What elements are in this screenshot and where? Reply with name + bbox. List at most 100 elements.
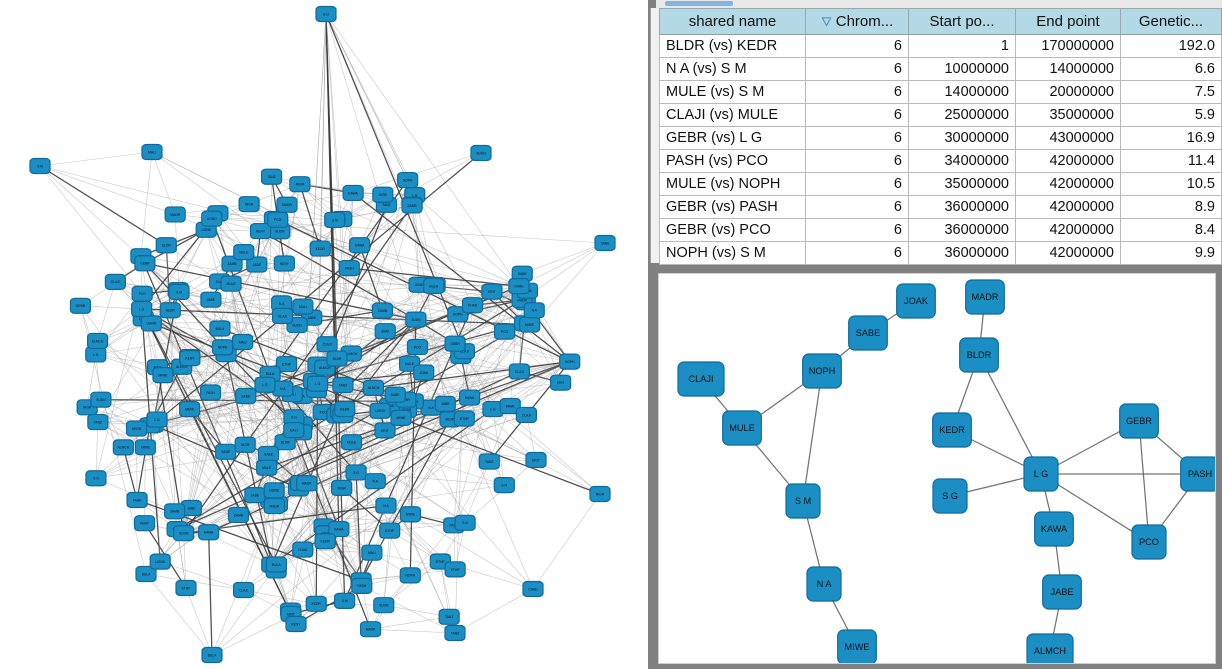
full-network-node[interactable]: NIGR [234, 436, 256, 453]
cell-chromosome[interactable]: 6 [806, 219, 909, 242]
full-network-node[interactable]: NOPH [397, 171, 419, 189]
full-network-node[interactable]: CHAD [461, 297, 484, 314]
full-network-node[interactable]: BULA [423, 277, 445, 295]
full-network-node[interactable]: CLAJI [104, 273, 126, 290]
full-network-node[interactable]: TANZ [87, 413, 109, 431]
full-network-node[interactable]: KAWA [349, 237, 371, 254]
table-row[interactable]: GEBR (vs) PCO 6 36000000 42000000 8.4 [659, 219, 1222, 242]
cell-start-point[interactable]: 10000000 [909, 58, 1016, 81]
cell-start-point[interactable]: 36000000 [909, 196, 1016, 219]
full-network-node[interactable]: TANZ [260, 168, 283, 185]
full-network-node[interactable]: SUDN [405, 311, 427, 328]
full-network-node[interactable]: NOPH [211, 339, 234, 356]
cell-end-point[interactable]: 43000000 [1016, 127, 1121, 150]
full-network-node[interactable]: S G [85, 470, 107, 487]
table-body[interactable]: BLDR (vs) KEDR 6 1 170000000 192.0 N A (vs) S… [659, 35, 1222, 265]
full-network-node[interactable]: CLAJI [271, 307, 294, 324]
cell-shared-name[interactable]: PASH (vs) PCO [659, 150, 806, 173]
full-network-node[interactable]: PCO [493, 323, 516, 340]
subnetwork-canvas[interactable]: CLAJI MULE NOPH SABE JOAK S M N A MIWE MADR BLDR K… [659, 274, 1215, 663]
full-network-node[interactable]: ZAMB [401, 197, 423, 214]
full-network-node[interactable]: UGND [140, 315, 162, 332]
full-network-node[interactable]: ETHP [175, 579, 197, 597]
cell-chromosome[interactable]: 6 [806, 242, 909, 265]
table-row[interactable]: MULE (vs) S M 6 14000000 20000000 7.5 [659, 81, 1222, 104]
full-network-node[interactable]: S G [454, 514, 476, 531]
cell-end-point[interactable]: 170000000 [1016, 35, 1121, 58]
subnetwork-node[interactable]: GEBR [1119, 403, 1159, 439]
full-network-node[interactable]: ETHP [379, 522, 401, 539]
cell-genetic-distance[interactable]: 11.4 [1121, 150, 1222, 173]
full-network-node[interactable]: SABE [235, 387, 257, 405]
full-network-node[interactable]: S M [168, 283, 190, 300]
full-network-node[interactable]: ERIT [481, 283, 503, 300]
full-network-node[interactable]: ETHP [444, 561, 466, 578]
full-network-node[interactable]: ETHP [453, 410, 475, 427]
full-network-node[interactable]: NIGR [331, 479, 353, 496]
full-network-node[interactable]: GEBR [134, 255, 156, 272]
cell-end-point[interactable]: 42000000 [1016, 173, 1121, 196]
full-network-node[interactable]: KEDR [314, 533, 336, 550]
table-row[interactable]: NOPH (vs) S M 6 36000000 42000000 9.9 [659, 242, 1222, 265]
column-header-genetic-distance[interactable]: Genetic... [1121, 8, 1222, 35]
full-network-node[interactable]: MALI [292, 298, 314, 315]
cell-start-point[interactable]: 34000000 [909, 150, 1016, 173]
full-network-node[interactable]: KEDR [309, 240, 331, 257]
subnetwork-node[interactable]: S G [932, 478, 968, 514]
full-network-node[interactable]: BULA [265, 556, 287, 573]
edge-table-panel[interactable]: shared name Chrom... Start po... End poi… [648, 0, 1222, 265]
cell-chromosome[interactable]: 6 [806, 58, 909, 81]
full-network-node[interactable]: MADR [164, 206, 186, 223]
full-network-node[interactable]: UGND [263, 482, 285, 499]
table-row[interactable]: MULE (vs) NOPH 6 35000000 42000000 10.5 [659, 173, 1222, 196]
full-network-node[interactable]: KEDR [125, 420, 148, 437]
full-network-node[interactable]: MULE [256, 459, 278, 476]
subnetwork-canvas-frame[interactable]: CLAJI MULE NOPH SABE JOAK S M N A MIWE MADR BLDR K… [658, 273, 1216, 664]
cell-shared-name[interactable]: GEBR (vs) PASH [659, 196, 806, 219]
cell-shared-name[interactable]: NOPH (vs) S M [659, 242, 806, 265]
full-network-node[interactable]: BLDR [155, 237, 177, 254]
full-network-node[interactable]: CHAD [522, 580, 544, 598]
horizontal-scrollbar-track[interactable] [656, 0, 1222, 8]
full-network-node[interactable]: MADR [296, 475, 318, 492]
full-network-node[interactable]: ALMCH [86, 332, 109, 350]
full-network-node[interactable]: MALI [231, 333, 254, 351]
full-network-node[interactable]: ERIT [550, 374, 572, 391]
full-network-node[interactable]: MIWE [152, 367, 174, 384]
full-network-node[interactable]: KAWA [198, 524, 220, 541]
full-network-node[interactable]: JABE [434, 395, 456, 412]
cell-genetic-distance[interactable]: 5.9 [1121, 104, 1222, 127]
full-network-node[interactable]: L G [131, 300, 153, 318]
full-network-node[interactable]: TANZ [478, 453, 500, 470]
full-network-node[interactable]: ETHP [275, 355, 298, 373]
cell-chromosome[interactable]: 6 [806, 104, 909, 127]
full-network-node[interactable]: NOPH [399, 567, 421, 584]
subnetwork-node[interactable]: BLDR [959, 337, 999, 373]
full-network-node[interactable]: NIGR [238, 196, 260, 213]
full-network-panel[interactable]: ALMCH BLDR CLAJI GEBR JABE JOAK KAWA KEDR L G MAD… [0, 0, 648, 669]
subnetwork-node[interactable]: JABE [1042, 574, 1082, 610]
full-network-node[interactable]: JOAK [413, 364, 435, 381]
cell-end-point[interactable]: 42000000 [1016, 219, 1121, 242]
table-row[interactable]: PASH (vs) PCO 6 34000000 42000000 11.4 [659, 150, 1222, 173]
full-network-node[interactable]: S M [493, 477, 515, 494]
subnetwork-node[interactable]: KEDR [932, 412, 972, 448]
full-network-node[interactable]: N A [364, 473, 386, 490]
full-network-node[interactable]: NIGR [372, 186, 394, 203]
cell-chromosome[interactable]: 6 [806, 127, 909, 150]
cell-genetic-distance[interactable]: 10.5 [1121, 173, 1222, 196]
full-network-node[interactable]: PASH [351, 577, 373, 594]
cell-genetic-distance[interactable]: 8.4 [1121, 219, 1222, 242]
full-network-node[interactable]: SABE [594, 234, 616, 252]
subnetwork-node[interactable]: MADR [965, 279, 1005, 315]
full-network-node[interactable]: L G [254, 376, 276, 393]
full-network-node[interactable]: N A [523, 302, 545, 319]
full-network-node[interactable]: S G [345, 464, 367, 481]
full-network-node[interactable]: PCO [267, 211, 289, 228]
cell-shared-name[interactable]: CLAJI (vs) MULE [659, 104, 806, 127]
full-network-node[interactable]: N A [271, 295, 293, 312]
full-network-node[interactable]: UGND [149, 553, 171, 570]
subnetwork-node[interactable]: MULE [722, 410, 762, 446]
full-network-node[interactable]: UGND [201, 210, 223, 227]
full-network-node[interactable]: CHAD [508, 278, 530, 295]
